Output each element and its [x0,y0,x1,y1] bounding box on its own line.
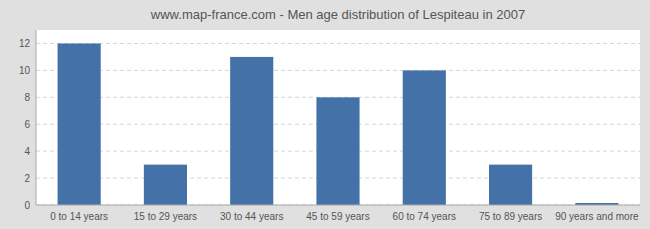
grid-line [36,70,640,71]
x-tick-label: 30 to 44 years [220,211,283,222]
chart-container: 0 2 4 6 8 10 12 0 to 14 years 15 to 29 years 30 t… [0,0,650,229]
x-tick-label: 90 years and more [555,211,639,222]
plot-background [36,30,640,205]
y-tick-label: 12 [19,38,31,49]
bar [403,70,446,205]
bar [58,43,101,205]
y-tick-label: 4 [24,146,30,157]
x-tick-label: 0 to 14 years [50,211,108,222]
chart-title: www.map-france.com - Men age distributio… [150,7,525,22]
bars [58,43,619,205]
grid [36,43,640,205]
y-tick-label: 2 [24,173,30,184]
bar [230,57,273,205]
x-tick-label: 75 to 89 years [479,211,542,222]
bar [489,165,532,205]
y-tick-label: 6 [24,119,30,130]
x-axis-line [36,205,640,206]
x-tick-label: 60 to 74 years [393,211,456,222]
bar [144,165,187,205]
x-tick-label: 15 to 29 years [134,211,197,222]
y-tick-label: 0 [24,200,30,211]
bar [316,97,359,205]
y-tick-label: 8 [24,92,30,103]
grid-line [36,205,640,206]
chart-svg: 0 2 4 6 8 10 12 0 to 14 years 15 to 29 years 30 t… [0,0,650,229]
x-tick-label: 45 to 59 years [306,211,369,222]
grid-line [36,43,640,44]
y-tick-label: 10 [19,65,31,76]
y-axis-line [36,30,37,205]
